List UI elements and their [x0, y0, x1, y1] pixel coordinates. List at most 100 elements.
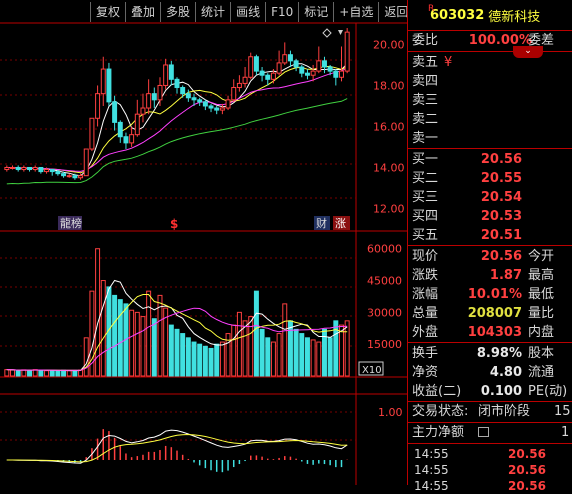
candle — [219, 103, 225, 115]
sell-5-row: 卖五 ¥ — [408, 53, 572, 72]
volume-bar — [95, 248, 101, 377]
tick-list[interactable]: 14:55 20.56 14:55 20.56 14:55 20.56 — [408, 444, 572, 494]
volume-bar — [100, 280, 106, 377]
volume-bar — [89, 290, 95, 377]
volume-bar — [304, 337, 310, 377]
volume-bar — [38, 369, 44, 377]
tick-price: 20.56 — [508, 479, 546, 493]
quote-4-value: 104303 — [467, 325, 522, 340]
buy-5-value: 20.51 — [480, 228, 522, 243]
weicha-label: 委差 — [528, 33, 555, 48]
candle — [231, 79, 237, 102]
cai-marker-label: 财 — [316, 216, 327, 230]
volume-bar — [265, 337, 271, 377]
quote-0-label: 现价 — [412, 249, 439, 264]
candle — [117, 120, 123, 143]
chart-area[interactable]: 20.00 18.00 16.00 14.00 12.00 60000 45000 3000… — [0, 0, 408, 485]
toolbar-button-0[interactable]: 复权 — [90, 2, 125, 22]
quote-3-label2: 量比 — [528, 306, 555, 321]
candle — [344, 28, 350, 74]
sell-3-row: 卖三 — [408, 91, 572, 110]
quote-1-label2: 最高 — [528, 268, 555, 283]
main-flow-row[interactable]: 主力净额 1 — [408, 423, 572, 443]
volume-bar — [146, 290, 152, 377]
volume-bar — [163, 307, 169, 377]
cai-marker[interactable] — [314, 216, 330, 230]
toolbar-button-5[interactable]: F10 — [265, 2, 298, 22]
candle — [185, 89, 191, 102]
volume-bar — [72, 369, 78, 377]
volume-bar — [344, 320, 350, 377]
quote-1-row: 涨跌 1.87 最高 — [408, 266, 572, 285]
volume-bar — [299, 333, 305, 377]
candle — [123, 132, 129, 150]
candle — [180, 85, 186, 98]
candle — [146, 79, 152, 115]
collapse-button[interactable]: ⌄ — [513, 46, 543, 58]
volume-unit-box[interactable] — [358, 361, 384, 376]
quote-2-row: 涨幅 10.01% 最低 — [408, 285, 572, 304]
tick-row[interactable]: 14:55 20.56 — [408, 446, 572, 462]
sell-2-label: 卖二 — [412, 112, 439, 127]
candle — [32, 165, 38, 172]
tick-price: 20.56 — [508, 447, 546, 461]
zhang-marker[interactable] — [333, 216, 350, 230]
stat-0-label2: 股本 — [528, 346, 555, 361]
volume-bar — [129, 309, 135, 377]
toolbar-button-2[interactable]: 多股 — [160, 2, 195, 22]
buy-1-label: 买一 — [412, 152, 439, 167]
volume-bar — [106, 286, 112, 377]
toolbar-button-7[interactable]: +自选 — [333, 2, 378, 22]
toolbar-button-4[interactable]: 画线 — [230, 2, 265, 22]
stat-1-label2: 流通 — [528, 365, 555, 380]
candle — [236, 75, 242, 92]
candle — [44, 167, 50, 174]
money-marker[interactable]: $ — [170, 217, 178, 231]
volume-bar — [333, 320, 339, 377]
toolbar-button-6[interactable]: 标记 — [298, 2, 333, 22]
quote-0-label2: 今开 — [528, 249, 555, 264]
volume-bar — [66, 370, 72, 377]
tick-row[interactable]: 14:55 20.56 — [408, 462, 572, 478]
candle — [163, 58, 169, 90]
quote-panel: R 603032 德新科技 委比 100.00% 委差 ⌄ 卖五 ¥ 卖四 卖三 卖二卖… — [407, 0, 572, 493]
stock-header[interactable]: R 603032 德新科技 — [408, 0, 572, 30]
volume-bar — [61, 369, 67, 377]
candle — [49, 169, 55, 176]
toolbar-button-3[interactable]: 统计 — [195, 2, 230, 22]
sell-5-label: 卖五 — [412, 55, 439, 70]
toolbar-button-1[interactable]: 叠加 — [125, 2, 160, 22]
price-axis-labels: 20.00 18.00 16.00 14.00 12.00 — [373, 38, 405, 215]
quote-1-value: 1.87 — [489, 268, 522, 283]
volume-bar — [174, 328, 180, 377]
quote-2-label: 涨幅 — [412, 287, 439, 302]
volume-bar — [134, 311, 140, 377]
candle — [248, 52, 254, 80]
macd-dea-line — [6, 433, 348, 463]
candle — [55, 169, 61, 176]
candle — [253, 54, 259, 76]
candle — [21, 165, 27, 172]
volume-bar — [83, 337, 89, 377]
volume-bar — [276, 333, 282, 377]
buy-2-value: 20.55 — [480, 171, 522, 186]
volume-bars — [4, 248, 350, 377]
list-icon[interactable] — [478, 427, 489, 437]
candle — [293, 58, 299, 72]
buy-4-label: 买四 — [412, 209, 439, 224]
volume-unit-label: X10 — [362, 365, 382, 376]
macd-axis-labels: 1.00 — [378, 406, 403, 419]
volume-bar — [10, 369, 15, 377]
triangle-down-icon[interactable] — [338, 30, 343, 35]
chart-svg[interactable]: 20.00 18.00 16.00 14.00 12.00 60000 45000 3000… — [0, 0, 407, 485]
diamond-icon[interactable] — [322, 28, 332, 38]
tick-price: 20.56 — [508, 463, 546, 477]
tick-row[interactable]: 14:55 20.56 — [408, 478, 572, 494]
longhu-marker[interactable] — [58, 216, 82, 230]
volume-bar — [202, 345, 208, 377]
candlesticks — [4, 28, 350, 180]
candle — [339, 46, 344, 82]
candle — [72, 173, 78, 180]
toolbar-button-8[interactable]: 返回 — [378, 2, 413, 22]
stock-code: 603032 — [430, 7, 485, 23]
